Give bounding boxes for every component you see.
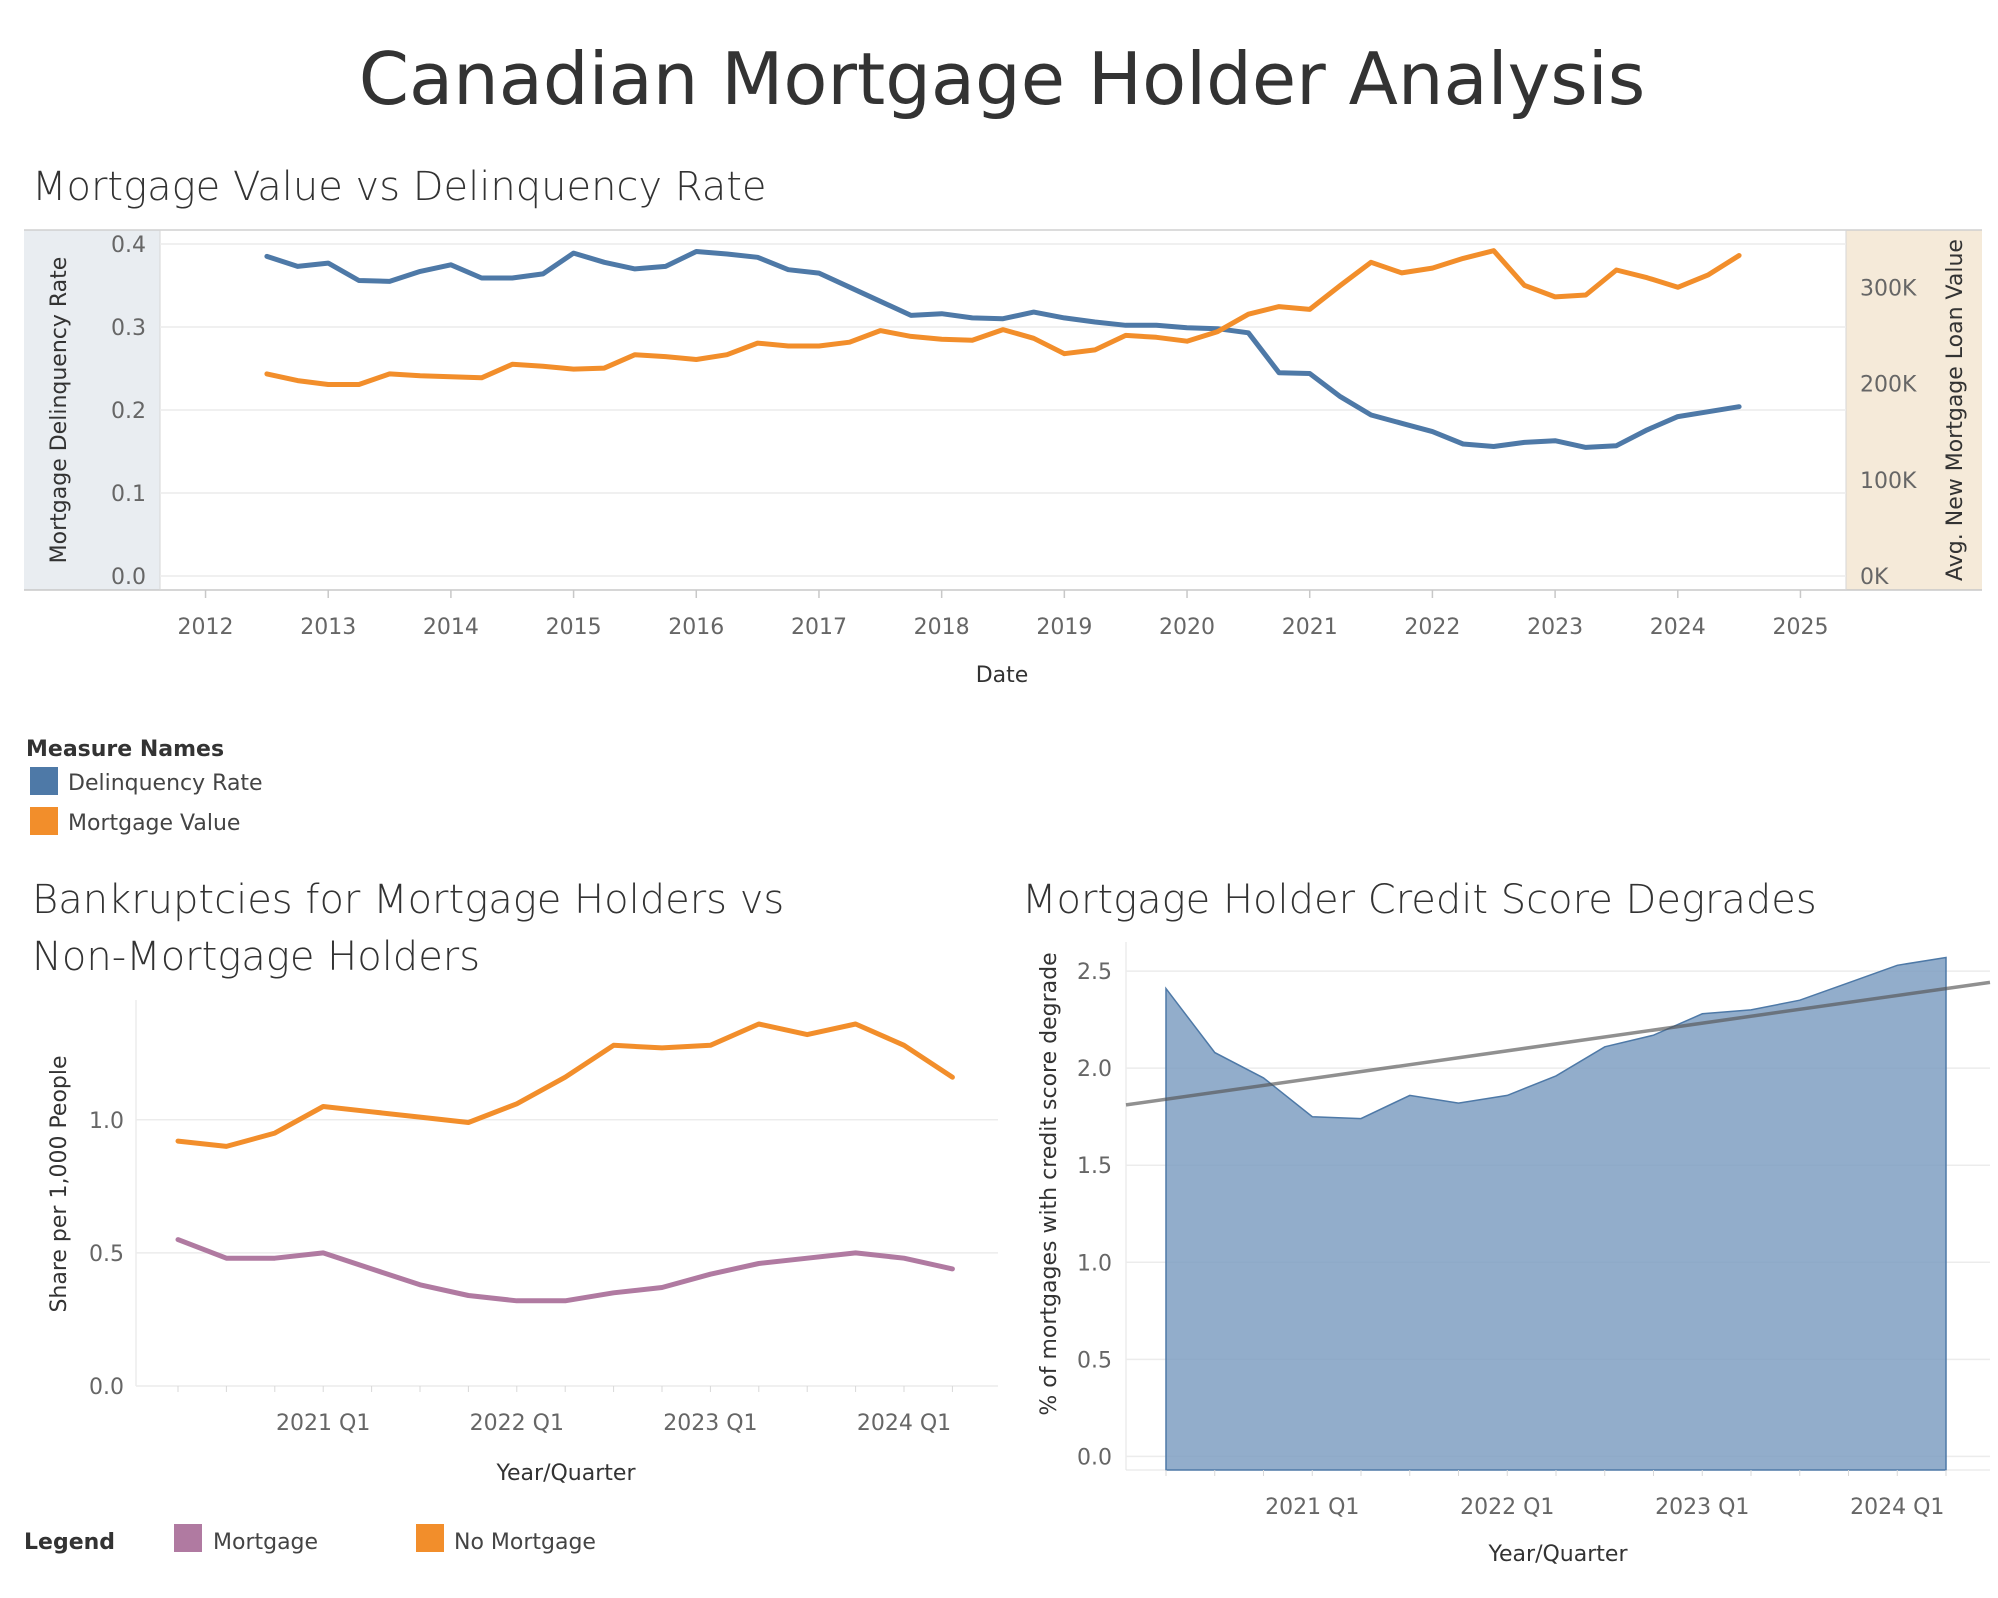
bankruptcies-chart: Bankruptcies for Mortgage Holders vs Non… (32, 877, 998, 1486)
chart2-y-tick-label: 0.5 (89, 1242, 124, 1267)
legend2-title: Legend (24, 1530, 115, 1555)
credit-score-degrade-chart: Mortgage Holder Credit Score Degrades 0.… (1022, 877, 1991, 1567)
no-mortgage-bankruptcy-line (175, 1021, 955, 1149)
chart3-y-tick-label: 1.5 (1077, 1154, 1112, 1179)
chart1-x-tick-label: 2013 (300, 615, 356, 640)
chart1-y-tick-label: 0.0 (111, 565, 146, 590)
legend-swatch-delinquency (30, 767, 58, 795)
chart3-title: Mortgage Holder Credit Score Degrades (1022, 877, 1817, 923)
chart3-y-axis-title: % of mortgages with credit score degrade (1037, 952, 1062, 1415)
chart1-x-axis-title: Date (976, 663, 1029, 688)
chart1-x-tick-label: 2017 (791, 615, 847, 640)
chart2-title-line2: Non-Mortgage Holders (32, 934, 480, 980)
right-axis-band (1846, 230, 1982, 590)
chart2-y-tick-label: 0.0 (89, 1375, 124, 1400)
chart1-x-tick-label: 2016 (668, 615, 724, 640)
chart2-x-tick-label: 2023 Q1 (663, 1411, 757, 1436)
chart1-x-tick-label: 2020 (1159, 615, 1215, 640)
chart1-x-tick-label: 2022 (1404, 615, 1460, 640)
chart1-y2-tick-label: 200K (1860, 373, 1917, 398)
chart3-x-tick-label: 2024 Q1 (1850, 1495, 1944, 1520)
chart2-x-tick-label: 2021 Q1 (276, 1411, 370, 1436)
delinquency-rate-line (264, 249, 1742, 450)
chart1-y2-tick-label: 0K (1860, 565, 1889, 590)
chart3-y-tick-label: 1.0 (1077, 1251, 1112, 1276)
left-axis-band (24, 230, 160, 590)
chart2-title-line1: Bankruptcies for Mortgage Holders vs (32, 877, 784, 923)
mortgage-value-line (264, 248, 1742, 387)
chart1-title: Mortgage Value vs Delinquency Rate (32, 164, 767, 210)
chart2-y-axis-title: Share per 1,000 People (47, 1055, 72, 1312)
chart3-x-tick-label: 2021 Q1 (1265, 1495, 1359, 1520)
chart2-x-tick-label: 2024 Q1 (857, 1411, 951, 1436)
mortgage-bankruptcy-line (175, 1237, 955, 1304)
legend-swatch-mortgage (174, 1524, 202, 1552)
chart3-y-tick-label: 0.0 (1077, 1445, 1112, 1470)
legend-label-delinquency: Delinquency Rate (68, 771, 263, 796)
chart2-x-tick-label: 2022 Q1 (470, 1411, 564, 1436)
chart1-y-tick-label: 0.1 (111, 482, 146, 507)
chart1-x-tick-label: 2018 (914, 615, 970, 640)
page-title: Canadian Mortgage Holder Analysis (359, 37, 1646, 121)
chart1-x-tick-label: 2021 (1282, 615, 1338, 640)
chart1-legend: Measure Names Delinquency Rate Mortgage … (26, 737, 263, 836)
legend-label-mortgage-value: Mortgage Value (68, 811, 240, 836)
legend-label-no-mortgage: No Mortgage (454, 1530, 596, 1555)
legend-swatch-mortgage-value (30, 807, 58, 835)
legend-label-mortgage: Mortgage (213, 1530, 318, 1555)
chart1-y-tick-label: 0.4 (111, 233, 146, 258)
chart1-y2-tick-label: 100K (1860, 469, 1917, 494)
chart3-x-axis-title: Year/Quarter (1488, 1542, 1629, 1567)
chart1-x-tick-label: 2023 (1527, 615, 1583, 640)
trend-line (1125, 980, 1991, 1107)
mortgage-value-vs-delinquency-chart: Mortgage Value vs Delinquency Rate 0.0 0.… (24, 164, 1982, 688)
chart1-y2-axis-title: Avg. New Mortgage Loan Value (1943, 239, 1968, 581)
chart2-y-tick-label: 1.0 (89, 1109, 124, 1134)
chart2-legend: Legend Mortgage No Mortgage (24, 1524, 596, 1555)
chart3-y-tick-label: 2.0 (1077, 1057, 1112, 1082)
chart1-x-tick-label: 2024 (1650, 615, 1706, 640)
chart3-y-tick-label: 0.5 (1077, 1348, 1112, 1373)
chart2-x-axis-title: Year/Quarter (496, 1461, 637, 1486)
chart1-x-tick-label: 2014 (423, 615, 479, 640)
chart1-y-tick-label: 0.2 (111, 399, 146, 424)
chart1-x-tick-label: 2012 (178, 615, 234, 640)
chart1-y-axis-title: Mortgage Delinquency Rate (47, 257, 72, 564)
chart3-y-tick-label: 2.5 (1077, 960, 1112, 985)
legend-swatch-no-mortgage (416, 1524, 444, 1552)
chart1-y-tick-label: 0.3 (111, 316, 146, 341)
legend-title: Measure Names (26, 737, 224, 762)
chart3-x-tick-label: 2023 Q1 (1655, 1495, 1749, 1520)
chart1-x-tick-label: 2015 (546, 615, 602, 640)
chart1-x-tick-label: 2019 (1036, 615, 1092, 640)
credit-degrade-area (1165, 956, 1947, 1471)
chart1-x-tick-label: 2025 (1772, 615, 1828, 640)
chart3-x-tick-label: 2022 Q1 (1460, 1495, 1554, 1520)
chart1-y2-tick-label: 300K (1860, 276, 1917, 301)
